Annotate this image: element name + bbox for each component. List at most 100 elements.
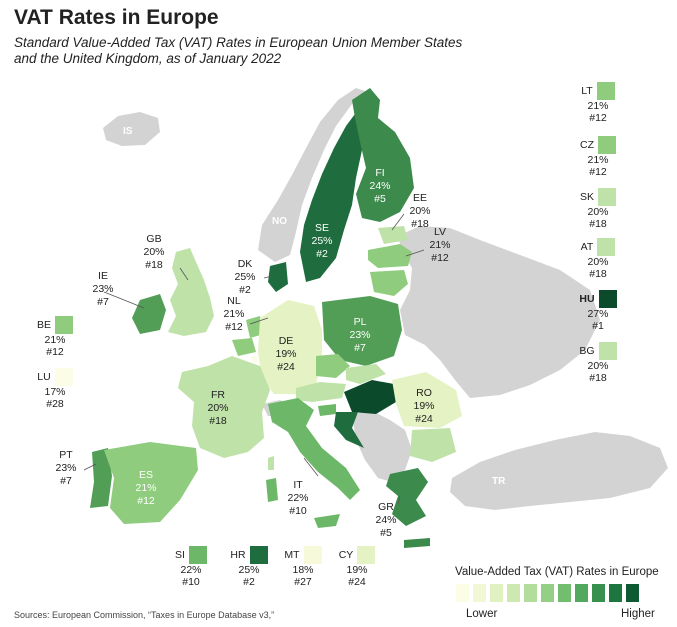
country-spain <box>104 442 198 524</box>
legend-at: AT 20% #18 <box>568 238 628 280</box>
legend-mt: MT 18% #27 <box>276 546 330 588</box>
island-sicily <box>314 514 340 528</box>
country-romania <box>392 372 462 428</box>
scale-swatch <box>609 584 622 602</box>
country-latvia <box>368 244 412 268</box>
island-crete <box>404 538 430 548</box>
country-slovenia <box>318 404 336 416</box>
label-norway: NO <box>272 216 287 227</box>
svg-text:LV: LV <box>434 226 446 238</box>
country-italy <box>268 398 360 500</box>
svg-text:25%: 25% <box>234 271 255 283</box>
country-slovakia <box>346 364 386 384</box>
legend-hr: HR 25% #2 <box>222 546 276 588</box>
svg-text:#24: #24 <box>415 413 433 425</box>
label-nl: NL 21% #12 <box>223 295 244 333</box>
label-es: ES 21% #12 <box>135 469 156 507</box>
svg-text:GR: GR <box>378 501 394 513</box>
scale-swatch <box>507 584 520 602</box>
label-fr: FR 20% #18 <box>207 389 228 427</box>
svg-text:19%: 19% <box>275 348 296 360</box>
label-pl: PL 23% #7 <box>349 316 370 354</box>
svg-text:#12: #12 <box>431 252 449 264</box>
svg-text:24%: 24% <box>375 514 396 526</box>
svg-text:23%: 23% <box>92 283 113 295</box>
country-belgium <box>232 338 256 356</box>
svg-text:SE: SE <box>315 222 329 234</box>
svg-text:#2: #2 <box>239 284 251 296</box>
country-bulgaria <box>410 428 456 462</box>
svg-text:#18: #18 <box>209 415 227 427</box>
scale-swatch <box>456 584 469 602</box>
svg-text:IT: IT <box>293 479 303 491</box>
svg-text:DK: DK <box>238 258 253 270</box>
svg-text:22%: 22% <box>287 492 308 504</box>
label-lv: LV 21% #12 <box>429 226 450 264</box>
svg-text:#7: #7 <box>60 475 72 487</box>
label-fi: FI 24% #5 <box>369 167 390 205</box>
label-ee: EE 20% #18 <box>409 192 430 230</box>
svg-text:24%: 24% <box>369 180 390 192</box>
svg-text:20%: 20% <box>409 205 430 217</box>
source-note: Sources: European Commission, “Taxes in … <box>14 610 275 620</box>
region-east-europe <box>398 226 600 398</box>
svg-text:ES: ES <box>139 469 153 481</box>
country-portugal <box>90 448 112 508</box>
scale-swatch <box>473 584 486 602</box>
svg-text:21%: 21% <box>223 308 244 320</box>
scale-swatch <box>558 584 571 602</box>
country-france <box>178 356 270 458</box>
scale-swatch <box>575 584 588 602</box>
label-pt: PT 23% #7 <box>55 449 76 487</box>
legend-si: SI 22% #10 <box>164 546 218 588</box>
country-croatia <box>334 412 364 448</box>
svg-text:PL: PL <box>354 316 367 328</box>
scale-low-label: Lower <box>466 608 498 620</box>
leader-lines <box>83 213 425 505</box>
scale-swatch <box>592 584 605 602</box>
svg-text:FR: FR <box>211 389 225 401</box>
legend-sk: SK 20% #18 <box>568 188 628 230</box>
svg-text:20%: 20% <box>143 246 164 258</box>
label-it: IT 22% #10 <box>287 479 308 517</box>
country-great-britain <box>168 248 214 336</box>
label-ie: IE 23% #7 <box>92 270 113 308</box>
country-lithuania <box>370 270 408 296</box>
country-hungary <box>344 380 396 414</box>
svg-text:#12: #12 <box>225 321 243 333</box>
legend-cz: CZ 21% #12 <box>568 136 628 178</box>
svg-text:#24: #24 <box>277 361 295 373</box>
svg-text:21%: 21% <box>429 239 450 251</box>
label-de: DE 19% #24 <box>275 335 296 373</box>
svg-text:20%: 20% <box>207 402 228 414</box>
legend-lu: LU 17% #28 <box>28 368 82 410</box>
label-turkey: TR <box>492 476 506 487</box>
island-corsica <box>268 456 274 470</box>
svg-text:#10: #10 <box>289 505 307 517</box>
scale-high-label: Higher <box>621 608 655 620</box>
svg-text:IE: IE <box>98 270 108 282</box>
svg-text:23%: 23% <box>349 329 370 341</box>
scale-swatch <box>524 584 537 602</box>
country-austria <box>296 382 346 402</box>
svg-text:NL: NL <box>227 295 241 307</box>
label-iceland: IS <box>123 126 133 137</box>
svg-text:19%: 19% <box>413 400 434 412</box>
country-ireland <box>132 294 166 334</box>
legend-bg: BG 20% #18 <box>568 342 628 384</box>
svg-text:#18: #18 <box>411 218 429 230</box>
map-subtitle: Standard Value-Added Tax (VAT) Rates in … <box>14 35 463 66</box>
scale-swatch <box>541 584 554 602</box>
label-se: SE 25% #2 <box>311 222 332 260</box>
svg-text:21%: 21% <box>135 482 156 494</box>
svg-text:PT: PT <box>59 449 73 461</box>
svg-text:GB: GB <box>146 233 161 245</box>
island-sardinia <box>266 478 278 502</box>
legend-hu: HU 27% #1 <box>568 290 628 332</box>
svg-text:#18: #18 <box>145 259 163 271</box>
country-iceland <box>103 112 160 146</box>
svg-text:DE: DE <box>279 335 294 347</box>
region-balkans <box>352 410 412 482</box>
svg-text:#5: #5 <box>380 527 392 539</box>
